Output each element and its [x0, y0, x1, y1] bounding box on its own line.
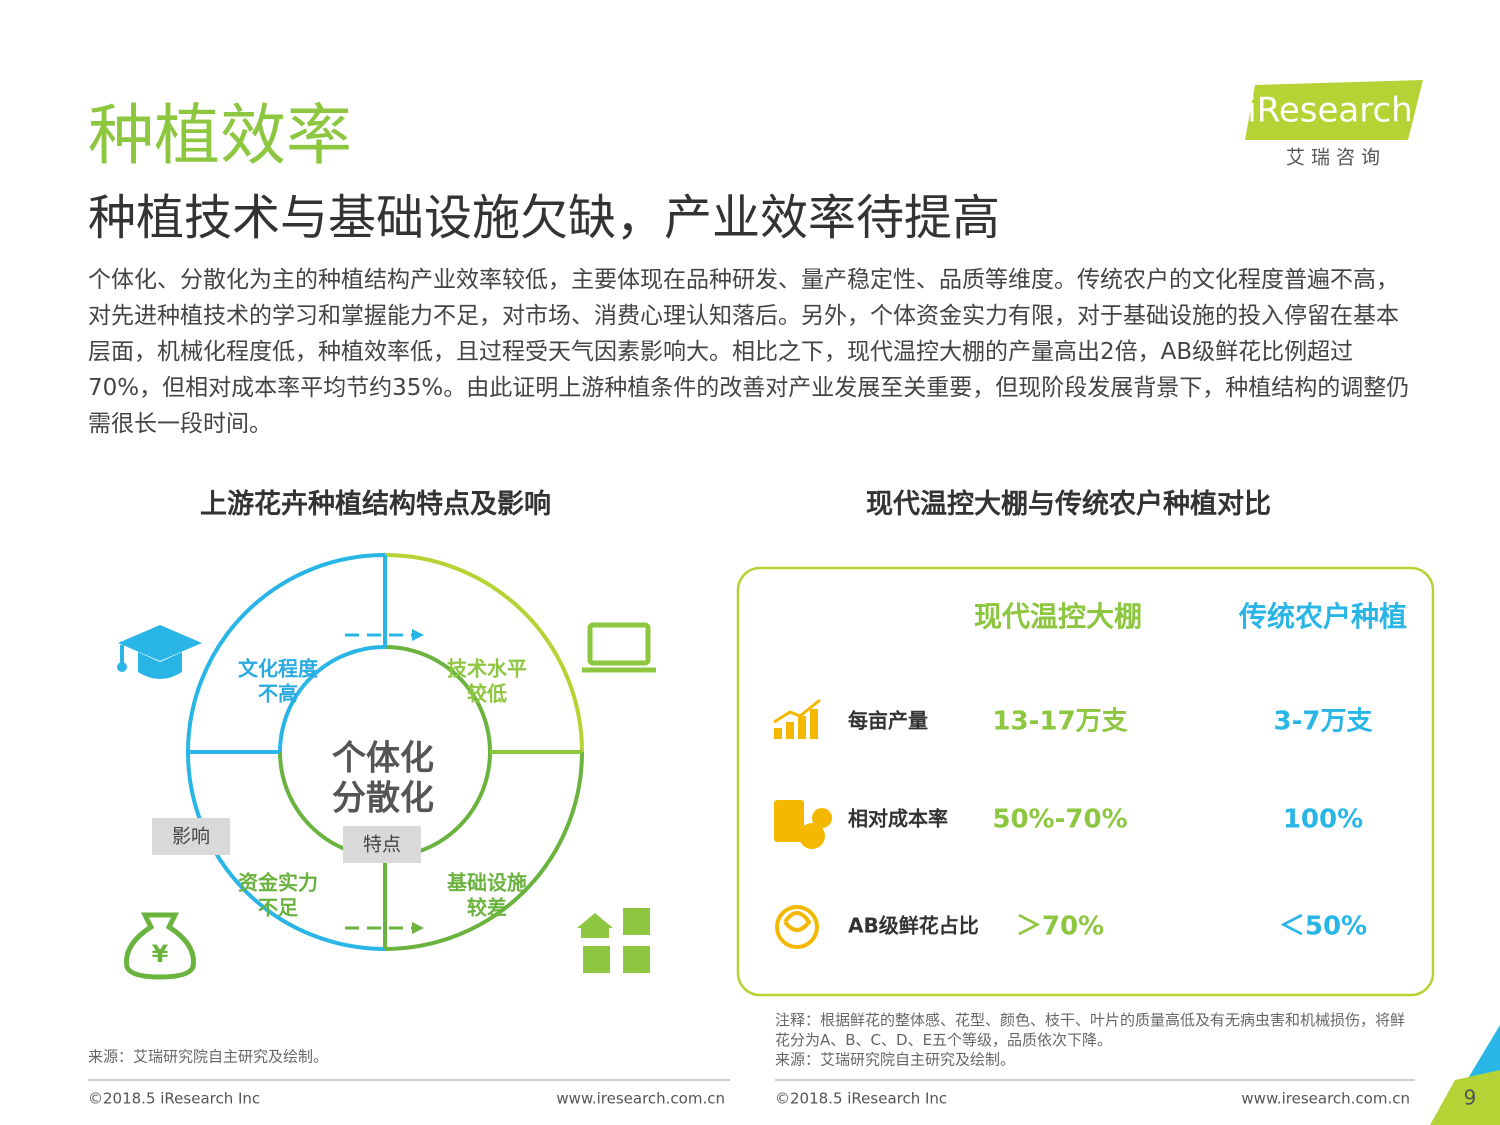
copyright: ©2018.5 iResearch Inc — [775, 1090, 947, 1108]
row-label: AB级鲜花占比 — [848, 914, 979, 938]
right-note: 注释：根据鲜花的整体感、花型、颜色、枝干、叶片的质量高低及有无病虫害和机械损伤，… — [775, 1011, 1410, 1049]
arrow — [412, 922, 424, 934]
icon-calculator — [774, 800, 832, 849]
quadrant-label: 较低 — [467, 682, 507, 706]
left-title: 上游花卉种植结构特点及影响 — [200, 489, 551, 520]
icon-cap — [117, 625, 202, 679]
url: www.iresearch.com.cn — [556, 1090, 725, 1108]
column-header: 传统农户种植 — [1238, 600, 1407, 633]
cell-modern: ＞70% — [1016, 912, 1104, 942]
logo-sub: 艾 瑞 咨 询 — [1286, 147, 1380, 169]
cell-modern: 13-17万支 — [992, 707, 1127, 737]
note-line: 注释：根据鲜花的整体感、花型、颜色、枝干、叶片的质量高低及有无病虫害和机械损伤，… — [775, 1011, 1405, 1029]
quadrant-label: 技术水平 — [447, 657, 527, 681]
copyright: ©2018.5 iResearch Inc — [88, 1090, 260, 1108]
note-line: 花分为A、B、C、D、E五个等级，品质依次下降。 — [775, 1031, 1112, 1049]
left-source: 来源：艾瑞研究院自主研究及绘制。 — [88, 1048, 328, 1066]
cell-traditional: 3-7万支 — [1274, 707, 1373, 737]
quadrant-label: 不足 — [258, 896, 299, 920]
quadrant-label: 基础设施 — [447, 871, 527, 895]
table-frame — [736, 566, 1435, 997]
url: www.iresearch.com.cn — [1241, 1090, 1410, 1108]
right-title: 现代温控大棚与传统农户种植对比 — [866, 489, 1271, 520]
corner-deco — [1430, 1070, 1500, 1125]
icon-chart — [773, 698, 821, 739]
column-header: 现代温控大棚 — [974, 600, 1142, 633]
quadrant-label: 资金实力 — [238, 871, 318, 895]
cell-modern: 50%-70% — [992, 805, 1127, 835]
cell-traditional: ＜50% — [1279, 912, 1367, 942]
diagram — [186, 553, 584, 951]
tag-box — [152, 818, 230, 855]
icon-money: ¥ — [124, 912, 196, 980]
row-label: 相对成本率 — [848, 807, 948, 831]
logo-badge — [1245, 80, 1423, 140]
quadrant-label: 较差 — [467, 896, 507, 920]
logo: iResearch — [1247, 91, 1412, 131]
page-subtitle: 种植技术与基础设施欠缺，产业效率待提高 — [88, 190, 1001, 246]
page-title: 种植效率 — [88, 97, 352, 174]
center-label: 分散化 — [332, 779, 434, 819]
icon-flower — [775, 905, 819, 949]
cell-traditional: 100% — [1283, 805, 1363, 835]
row-label: 每亩产量 — [848, 709, 928, 733]
center-label: 个体化 — [332, 739, 434, 779]
quadrant-label: 不高 — [258, 682, 298, 706]
right-source: 来源：艾瑞研究院自主研究及绘制。 — [775, 1051, 1015, 1069]
tag-box — [343, 826, 421, 863]
icon-infra — [577, 908, 650, 973]
page-number: 9 — [1464, 1086, 1477, 1110]
tag-impact: 影响 — [172, 826, 210, 848]
svg-text:¥: ¥ — [152, 940, 169, 968]
icon-laptop — [582, 622, 656, 673]
arrow — [412, 629, 424, 641]
tag-feature: 特点 — [363, 834, 401, 856]
body-text: 个体化、分散化为主的种植结构产业效率较低，主要体现在品种研发、量产稳定性、品质等… — [88, 267, 1410, 437]
quadrant-label: 文化程度 — [238, 657, 319, 681]
